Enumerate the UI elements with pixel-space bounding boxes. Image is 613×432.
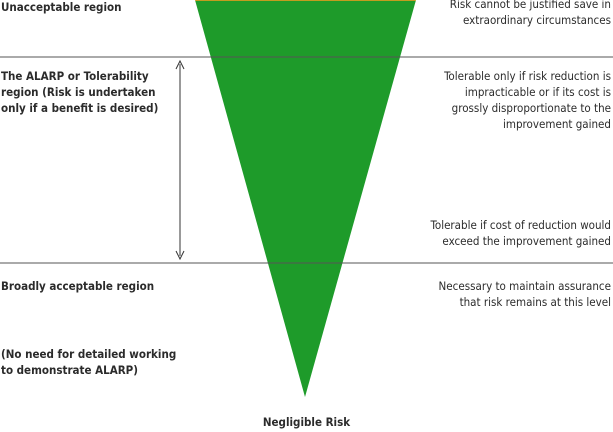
alarp-range-arrow (175, 59, 185, 261)
unacceptable-region-note: Risk cannot be justified save in extraor… (449, 0, 611, 27)
risk-funnel (195, 0, 416, 397)
alarp-note-lower: Tolerable if cost of reduction would exc… (430, 218, 612, 248)
broadly-acceptable-region-label: Broadly acceptable region (1, 279, 155, 293)
broadly-acceptable-sublabel: (No need for detailed working to demonst… (1, 347, 177, 377)
alarp-note-upper: Tolerable only if risk reduction is impr… (444, 69, 611, 131)
alarp-region-label: The ALARP or Tolerability region (Risk i… (1, 69, 159, 115)
broadly-acceptable-note: Necessary to maintain assurance that ris… (438, 279, 611, 309)
negligible-risk-label: Negligible Risk (262, 415, 351, 429)
unacceptable-region-label: Unacceptable region (1, 0, 122, 14)
